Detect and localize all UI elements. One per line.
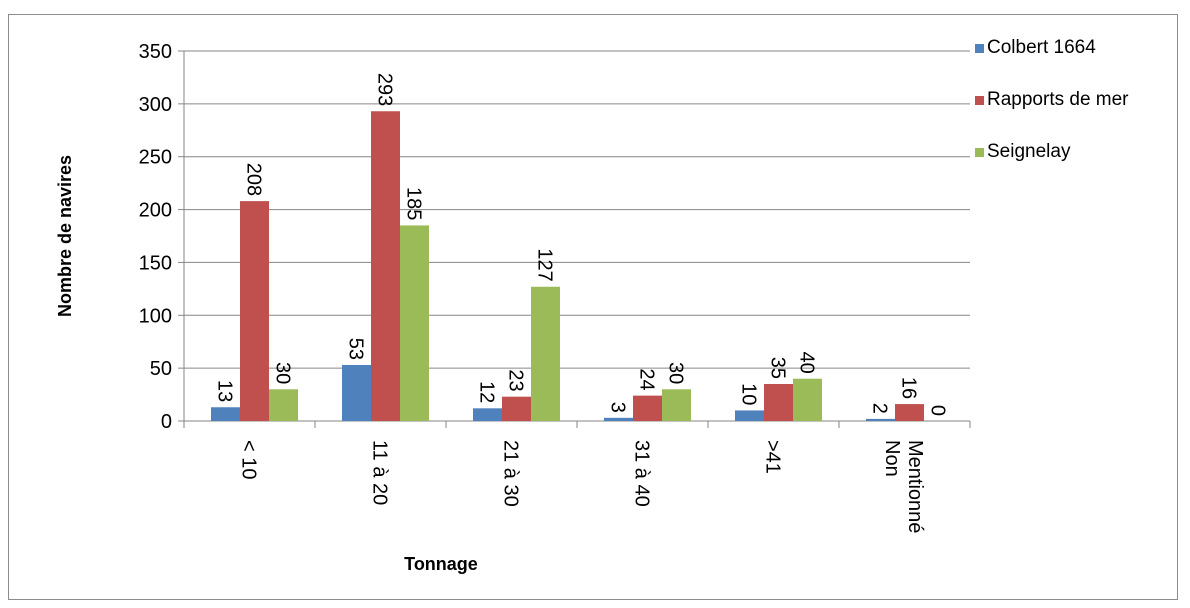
data-label: 40 <box>796 351 818 373</box>
data-label: 293 <box>374 73 396 106</box>
data-label: 53 <box>345 338 367 360</box>
bar <box>211 407 240 421</box>
bar <box>735 410 764 421</box>
bar <box>662 389 691 421</box>
bar <box>604 417 633 421</box>
bar <box>895 404 924 421</box>
data-label: 185 <box>403 187 425 220</box>
bar <box>633 395 662 421</box>
legend-label: Rapports de mer <box>987 89 1129 110</box>
bar <box>371 111 400 421</box>
bar <box>473 408 502 421</box>
bar <box>531 286 560 421</box>
y-tick-label: 350 <box>139 41 172 63</box>
data-label: 16 <box>898 377 920 399</box>
bar <box>240 201 269 421</box>
y-tick-label: 50 <box>150 358 172 380</box>
legend: Colbert 1664 Rapports de mer Seignelay <box>975 37 1129 162</box>
data-label: 10 <box>738 383 760 405</box>
data-label: 208 <box>243 163 265 196</box>
axes <box>183 51 970 422</box>
y-tick-label: 250 <box>139 147 172 169</box>
data-label: 30 <box>665 362 687 384</box>
bar <box>764 384 793 421</box>
y-axis-title: Nombre de navires <box>55 155 75 317</box>
x-tick-label: < 10 <box>238 440 260 479</box>
bar <box>400 225 429 421</box>
data-label: 127 <box>534 248 556 281</box>
bar <box>502 396 531 421</box>
legend-swatch <box>975 44 984 53</box>
y-tick-label: 100 <box>139 305 172 327</box>
y-tick-label: 150 <box>139 252 172 274</box>
y-tick-labels: 0 50 100 150 200 250 300 350 <box>139 41 172 433</box>
data-label: 30 <box>272 362 294 384</box>
legend-swatch <box>975 96 984 105</box>
bar <box>269 389 298 421</box>
data-label: 23 <box>505 369 527 391</box>
x-tick-label: Mentionné <box>904 440 926 533</box>
legend-label: Colbert 1664 <box>987 37 1096 58</box>
gridlines <box>178 50 971 428</box>
x-tick-label: 31 à 40 <box>631 440 653 507</box>
x-tick-label: 11 à 20 <box>369 440 391 505</box>
y-tick-label: 0 <box>161 411 172 433</box>
bar <box>866 418 895 421</box>
legend-swatch <box>975 148 984 157</box>
data-label: 35 <box>767 357 789 379</box>
bar <box>342 364 371 421</box>
data-labels: 13 53 12 3 10 2 208 293 23 24 35 16 30 185 127 30 40 0 <box>214 73 949 416</box>
bars <box>211 111 924 421</box>
y-tick-label: 200 <box>139 200 172 222</box>
x-axis-title: Tonnage <box>404 554 478 574</box>
legend-label: Seignelay <box>987 141 1071 162</box>
x-tick-label: 21 à 30 <box>500 440 522 507</box>
bar <box>793 378 822 421</box>
data-label: 2 <box>869 403 891 414</box>
x-tick-label: Non <box>881 440 903 477</box>
chart-frame <box>8 14 1178 600</box>
x-tick-label: >41 <box>762 440 784 474</box>
data-label: 0 <box>927 405 949 416</box>
data-label: 13 <box>214 380 236 402</box>
data-label: 24 <box>636 368 658 390</box>
data-label: 12 <box>476 381 498 403</box>
y-tick-label: 300 <box>139 94 172 116</box>
data-label: 3 <box>607 402 629 413</box>
